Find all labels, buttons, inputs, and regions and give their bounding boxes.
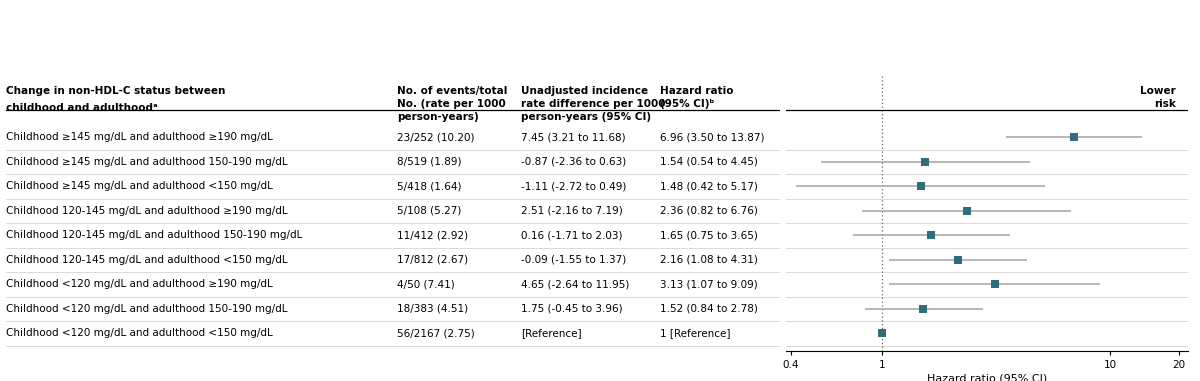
Text: 2.16 (1.08 to 4.31): 2.16 (1.08 to 4.31)	[660, 255, 758, 265]
Text: 23/252 (10.20): 23/252 (10.20)	[397, 133, 474, 142]
Text: 1 [Reference]: 1 [Reference]	[660, 328, 731, 338]
Text: 11/412 (2.92): 11/412 (2.92)	[397, 231, 468, 240]
Text: Childhood 120-145 mg/dL and adulthood <150 mg/dL: Childhood 120-145 mg/dL and adulthood <1…	[6, 255, 288, 265]
Text: 1.75 (-0.45 to 3.96): 1.75 (-0.45 to 3.96)	[521, 304, 623, 314]
Text: Childhood <120 mg/dL and adulthood 150-190 mg/dL: Childhood <120 mg/dL and adulthood 150-1…	[6, 304, 288, 314]
Text: -1.11 (-2.72 to 0.49): -1.11 (-2.72 to 0.49)	[521, 181, 626, 191]
Text: Hazard ratio
(95% CI)ᵇ: Hazard ratio (95% CI)ᵇ	[660, 86, 733, 109]
Text: Childhood <120 mg/dL and adulthood ≥190 mg/dL: Childhood <120 mg/dL and adulthood ≥190 …	[6, 279, 272, 290]
Text: 5/108 (5.27): 5/108 (5.27)	[397, 206, 461, 216]
Text: 2.36 (0.82 to 6.76): 2.36 (0.82 to 6.76)	[660, 206, 758, 216]
Text: [Reference]: [Reference]	[521, 328, 581, 338]
Text: Childhood ≥145 mg/dL and adulthood ≥190 mg/dL: Childhood ≥145 mg/dL and adulthood ≥190 …	[6, 133, 272, 142]
Text: Change in non-HDL-C status between: Change in non-HDL-C status between	[6, 86, 226, 96]
Text: 0.16 (-1.71 to 2.03): 0.16 (-1.71 to 2.03)	[521, 231, 623, 240]
Text: Childhood 120-145 mg/dL and adulthood 150-190 mg/dL: Childhood 120-145 mg/dL and adulthood 15…	[6, 231, 302, 240]
Text: Childhood <120 mg/dL and adulthood <150 mg/dL: Childhood <120 mg/dL and adulthood <150 …	[6, 328, 272, 338]
Text: childhood and adulthoodᵃ: childhood and adulthoodᵃ	[6, 103, 157, 113]
Text: -0.87 (-2.36 to 0.63): -0.87 (-2.36 to 0.63)	[521, 157, 626, 167]
Text: 18/383 (4.51): 18/383 (4.51)	[397, 304, 468, 314]
Text: Lower
risk: Lower risk	[1140, 86, 1176, 109]
Text: 1.65 (0.75 to 3.65): 1.65 (0.75 to 3.65)	[660, 231, 758, 240]
Text: 5/418 (1.64): 5/418 (1.64)	[397, 181, 461, 191]
Text: Unadjusted incidence
rate difference per 1000
person-years (95% CI): Unadjusted incidence rate difference per…	[521, 86, 665, 122]
Text: 4/50 (7.41): 4/50 (7.41)	[397, 279, 455, 290]
Text: 7.45 (3.21 to 11.68): 7.45 (3.21 to 11.68)	[521, 133, 625, 142]
Text: Childhood ≥145 mg/dL and adulthood 150-190 mg/dL: Childhood ≥145 mg/dL and adulthood 150-1…	[6, 157, 288, 167]
Text: 2.51 (-2.16 to 7.19): 2.51 (-2.16 to 7.19)	[521, 206, 623, 216]
Text: 6.96 (3.50 to 13.87): 6.96 (3.50 to 13.87)	[660, 133, 764, 142]
Text: -0.09 (-1.55 to 1.37): -0.09 (-1.55 to 1.37)	[521, 255, 626, 265]
Text: Childhood ≥145 mg/dL and adulthood <150 mg/dL: Childhood ≥145 mg/dL and adulthood <150 …	[6, 181, 272, 191]
Text: 56/2167 (2.75): 56/2167 (2.75)	[397, 328, 475, 338]
Text: No. of events/total
No. (rate per 1000
person-years): No. of events/total No. (rate per 1000 p…	[397, 86, 508, 122]
Text: Childhood 120-145 mg/dL and adulthood ≥190 mg/dL: Childhood 120-145 mg/dL and adulthood ≥1…	[6, 206, 288, 216]
Text: 3.13 (1.07 to 9.09): 3.13 (1.07 to 9.09)	[660, 279, 757, 290]
Text: 1.48 (0.42 to 5.17): 1.48 (0.42 to 5.17)	[660, 181, 758, 191]
Text: 1.52 (0.84 to 2.78): 1.52 (0.84 to 2.78)	[660, 304, 758, 314]
Text: 8/519 (1.89): 8/519 (1.89)	[397, 157, 461, 167]
Text: 4.65 (-2.64 to 11.95): 4.65 (-2.64 to 11.95)	[521, 279, 629, 290]
X-axis label: Hazard ratio (95% CI): Hazard ratio (95% CI)	[926, 374, 1048, 381]
Text: 17/812 (2.67): 17/812 (2.67)	[397, 255, 468, 265]
Text: 1.54 (0.54 to 4.45): 1.54 (0.54 to 4.45)	[660, 157, 758, 167]
